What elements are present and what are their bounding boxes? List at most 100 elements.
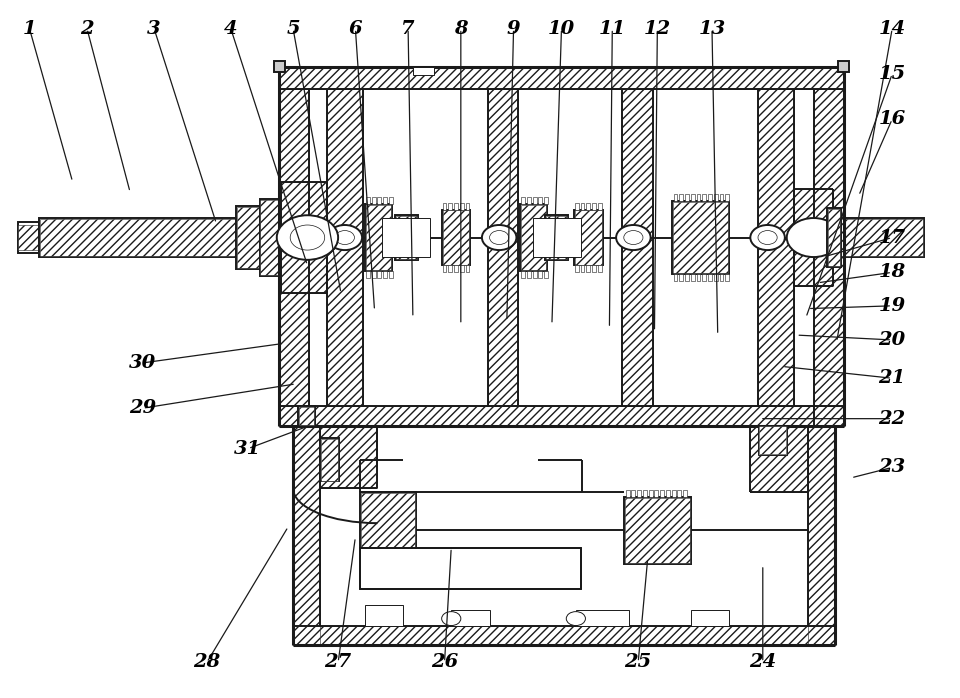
Bar [298, 406, 315, 426]
Bar [546, 216, 567, 259]
Bar [40, 218, 252, 256]
Bar [396, 216, 417, 259]
Bar [521, 271, 525, 278]
Bar [527, 197, 531, 204]
Bar [527, 271, 531, 278]
Bar [708, 274, 712, 281]
Bar [259, 199, 286, 276]
Bar [575, 203, 579, 209]
Bar [660, 491, 664, 497]
Circle shape [624, 230, 643, 244]
Text: 24: 24 [749, 653, 777, 671]
Text: 11: 11 [599, 20, 626, 38]
Circle shape [327, 225, 362, 250]
Bar [460, 203, 464, 209]
Text: 6: 6 [348, 20, 362, 38]
Bar [521, 205, 546, 270]
Bar [366, 197, 370, 204]
Bar [637, 491, 641, 497]
Bar [624, 498, 691, 563]
Text: 26: 26 [431, 653, 458, 671]
Bar [383, 271, 387, 278]
Text: 18: 18 [878, 263, 906, 281]
Circle shape [482, 225, 516, 250]
Bar [808, 426, 834, 645]
Bar [443, 210, 469, 265]
Bar [691, 610, 730, 625]
Circle shape [442, 611, 461, 625]
Bar [395, 215, 418, 260]
Bar [691, 194, 695, 201]
Circle shape [616, 225, 651, 250]
Text: 13: 13 [698, 20, 726, 38]
Bar [460, 265, 464, 272]
Bar [520, 204, 547, 271]
Bar [672, 491, 676, 497]
Bar [726, 274, 730, 281]
Text: 27: 27 [324, 653, 351, 671]
Bar [278, 67, 844, 89]
Bar [299, 407, 314, 425]
Bar [321, 439, 338, 481]
Bar [443, 203, 446, 209]
Text: 7: 7 [401, 20, 415, 38]
Bar [466, 265, 469, 272]
Bar [655, 491, 659, 497]
Bar [383, 197, 387, 204]
Bar [236, 207, 263, 268]
Text: 1: 1 [23, 20, 36, 38]
Bar [389, 271, 393, 278]
Bar [448, 265, 452, 272]
Bar [533, 271, 537, 278]
Bar [39, 218, 254, 257]
Bar [626, 491, 630, 497]
Circle shape [298, 230, 317, 244]
Bar [685, 274, 689, 281]
Bar [691, 274, 695, 281]
Bar [720, 274, 724, 281]
Bar [697, 194, 701, 201]
Bar [703, 194, 707, 201]
Bar [544, 197, 548, 204]
Bar [581, 203, 585, 209]
Text: 29: 29 [129, 399, 156, 417]
Bar [758, 89, 795, 406]
Text: 9: 9 [507, 20, 520, 38]
Bar [625, 498, 690, 563]
Bar [442, 209, 470, 265]
Bar [714, 274, 718, 281]
Circle shape [758, 230, 778, 244]
Text: 30: 30 [129, 354, 156, 372]
Text: 14: 14 [878, 20, 906, 38]
Bar [666, 491, 670, 497]
Bar [684, 491, 687, 497]
Text: 10: 10 [548, 20, 575, 38]
Bar [320, 438, 339, 482]
Bar [832, 218, 924, 257]
Bar [714, 194, 718, 201]
Bar [366, 271, 370, 278]
Bar [377, 197, 381, 204]
Bar [726, 194, 730, 201]
Circle shape [490, 230, 509, 244]
Bar [587, 265, 590, 272]
Text: 25: 25 [625, 653, 652, 671]
Circle shape [797, 230, 815, 244]
Bar [708, 194, 712, 201]
Text: 12: 12 [644, 20, 671, 38]
Bar [365, 604, 403, 625]
Bar [413, 67, 434, 75]
Bar [320, 426, 377, 489]
Bar [451, 610, 490, 625]
Bar [545, 215, 568, 260]
Bar [828, 209, 840, 266]
Bar [598, 265, 602, 272]
Bar [274, 61, 285, 73]
Text: 5: 5 [286, 20, 300, 38]
Text: 8: 8 [454, 20, 468, 38]
Bar [592, 265, 596, 272]
Circle shape [566, 611, 586, 625]
Text: 21: 21 [878, 369, 906, 387]
Bar [521, 197, 525, 204]
Bar [575, 210, 602, 265]
